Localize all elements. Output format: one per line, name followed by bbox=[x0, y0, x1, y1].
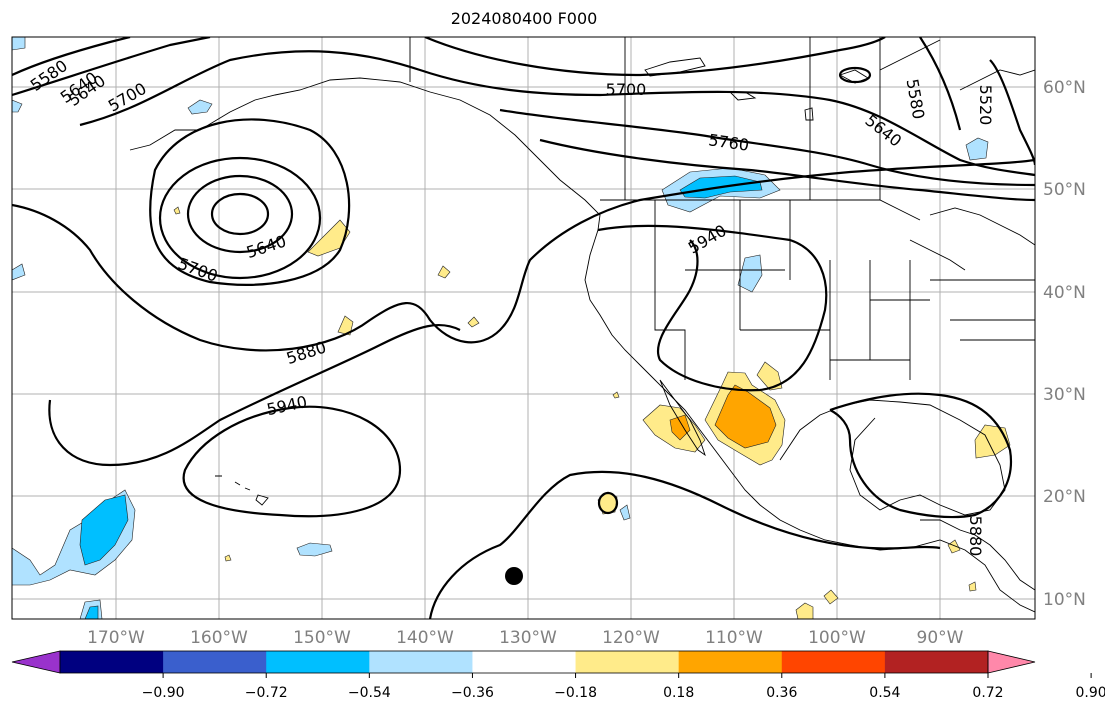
colorbar-segment bbox=[472, 651, 577, 673]
colorbar-extend-low bbox=[11, 650, 61, 674]
contour-label: 5880 bbox=[966, 516, 985, 557]
colorbar-segment bbox=[678, 651, 783, 673]
neg-anomaly-region bbox=[12, 99, 23, 113]
map-background bbox=[12, 37, 1035, 619]
neg-anomaly-region bbox=[12, 37, 26, 51]
longitude-labels: 170°W 160°W 150°W 140°W 130°W 120°W 110°W 100°W… bbox=[87, 628, 964, 648]
colorbar-extend-high bbox=[987, 650, 1036, 674]
colorbar-tick-labels: −0.90 −0.72 −0.54 −0.36 −0.18 0.18 0.36 0.54 0.7… bbox=[142, 685, 1105, 701]
map-gridlines bbox=[12, 37, 1035, 619]
map-frame bbox=[11, 36, 1036, 620]
neg-anomaly-core bbox=[84, 605, 99, 619]
colorbar-segment bbox=[60, 651, 164, 673]
neg-anomaly-region bbox=[296, 542, 333, 557]
colorbar-tick-label: −0.54 bbox=[348, 685, 391, 701]
latitude-label: 50°N bbox=[1043, 180, 1086, 200]
latitude-labels: 60°N 50°N 40°N 30°N 20°N 10°N bbox=[1043, 78, 1086, 610]
colorbar-tick-label: −0.18 bbox=[554, 685, 597, 701]
pos-anomaly-core bbox=[669, 414, 691, 441]
colorbar-tick-label: 0.90 bbox=[1076, 685, 1105, 701]
latitude-label: 60°N bbox=[1043, 78, 1086, 98]
chart-title: 2024080400 F000 bbox=[450, 9, 598, 28]
pos-anomaly-region bbox=[467, 316, 480, 328]
contour-label: 5700 bbox=[606, 80, 647, 99]
pos-anomaly-region bbox=[612, 391, 620, 399]
longitude-label: 120°W bbox=[602, 628, 660, 648]
longitude-label: 170°W bbox=[87, 628, 145, 648]
colorbar-segment bbox=[781, 651, 886, 673]
contour-label: 5520 bbox=[976, 85, 995, 126]
latitude-label: 30°N bbox=[1043, 385, 1086, 405]
pos-anomaly-region bbox=[947, 539, 961, 554]
colorbar-tick-label: −0.90 bbox=[142, 685, 185, 701]
pos-anomaly-region bbox=[968, 581, 977, 592]
height-contours bbox=[12, 37, 1035, 619]
storm-center-marker bbox=[505, 567, 523, 585]
pos-anomaly-region bbox=[224, 554, 232, 562]
anomaly-shading bbox=[12, 37, 1011, 619]
colorbar-frame bbox=[59, 650, 989, 674]
pos-anomaly-region bbox=[823, 589, 839, 605]
colorbar-segment bbox=[575, 651, 680, 673]
neg-anomaly-region bbox=[965, 137, 989, 161]
pos-anomaly-region bbox=[437, 265, 451, 279]
latitude-label: 40°N bbox=[1043, 283, 1086, 303]
colorbar-tick-label: 0.54 bbox=[869, 685, 900, 701]
colorbar-segment bbox=[163, 651, 267, 673]
colorbar-segment bbox=[884, 651, 989, 673]
colorbar-tick-label: 0.18 bbox=[663, 685, 694, 701]
pos-anomaly-region bbox=[173, 206, 181, 215]
neg-anomaly-region bbox=[619, 504, 631, 521]
longitude-label: 90°W bbox=[917, 628, 964, 648]
pos-anomaly-region bbox=[307, 219, 351, 257]
neg-anomaly-core bbox=[79, 494, 129, 566]
colorbar-tick-label: −0.36 bbox=[451, 685, 494, 701]
colorbar bbox=[11, 650, 1092, 678]
colorbar-tick-label: −0.72 bbox=[245, 685, 288, 701]
pos-anomaly-region bbox=[795, 602, 814, 619]
colorbar-tick-label: 0.72 bbox=[972, 685, 1003, 701]
colorbar-tick-label: 0.36 bbox=[766, 685, 797, 701]
longitude-label: 110°W bbox=[705, 628, 763, 648]
longitude-label: 160°W bbox=[190, 628, 248, 648]
longitude-label: 100°W bbox=[808, 628, 866, 648]
pos-anomaly-region bbox=[974, 424, 1011, 459]
latitude-label: 10°N bbox=[1043, 590, 1086, 610]
longitude-label: 140°W bbox=[396, 628, 454, 648]
colorbar-segment bbox=[266, 651, 370, 673]
neg-anomaly-region bbox=[737, 254, 763, 293]
neg-anomaly-region bbox=[187, 99, 213, 115]
neg-anomaly-region bbox=[12, 263, 26, 281]
latitude-label: 20°N bbox=[1043, 487, 1086, 507]
longitude-label: 150°W bbox=[293, 628, 351, 648]
colorbar-segment bbox=[369, 651, 473, 673]
longitude-label: 130°W bbox=[499, 628, 557, 648]
